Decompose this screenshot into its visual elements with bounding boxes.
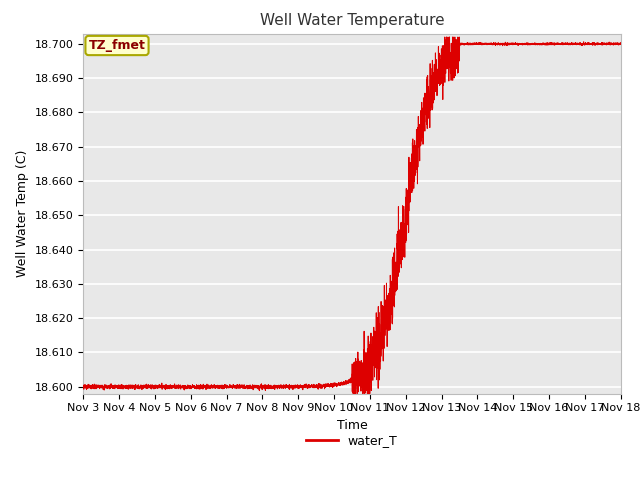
Legend: water_T: water_T <box>301 429 403 452</box>
Title: Well Water Temperature: Well Water Temperature <box>260 13 444 28</box>
X-axis label: Time: Time <box>337 419 367 432</box>
Y-axis label: Well Water Temp (C): Well Water Temp (C) <box>16 150 29 277</box>
Text: TZ_fmet: TZ_fmet <box>88 39 145 52</box>
